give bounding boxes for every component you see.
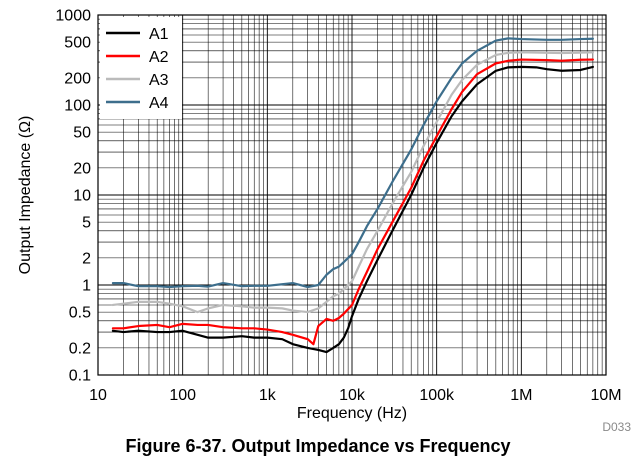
- x-tick-label: 100: [169, 387, 196, 404]
- legend: A1 A2 A3 A4: [100, 17, 182, 119]
- y-tick-label: 500: [64, 35, 91, 52]
- y-tick-label: 1: [82, 278, 91, 295]
- legend-label-a4: A4: [149, 95, 169, 112]
- y-tick-label: 20: [73, 160, 91, 177]
- legend-label-a3: A3: [149, 72, 169, 89]
- y-tick-label: 2: [82, 250, 91, 267]
- tick-labels: 10 100 1k 10k 100k 1M 10M 0.1 0.2 0.5 1 2 5 10 20 50 100…: [55, 8, 621, 405]
- figure-caption: Figure 6-37. Output Impedance vs Frequen…: [125, 436, 511, 456]
- legend-label-a1: A1: [149, 26, 169, 43]
- x-axis-label: Frequency (Hz): [297, 405, 407, 422]
- series-lines: [111, 37, 594, 354]
- y-tick-label: 0.5: [69, 305, 91, 322]
- y-tick-label: 200: [64, 70, 91, 87]
- x-tick-label: 1k: [259, 387, 277, 404]
- plot-frame: [97, 14, 607, 376]
- legend-label-a2: A2: [149, 49, 169, 66]
- y-tick-label: 0.2: [69, 340, 91, 357]
- x-tick-label: 1M: [510, 387, 532, 404]
- x-tick-label: 100k: [419, 387, 455, 404]
- series-line-a4: [111, 37, 594, 289]
- series-line-a2: [111, 58, 594, 346]
- x-tick-label: 10k: [339, 387, 366, 404]
- y-axis-label: Output Impedance (Ω): [17, 116, 34, 275]
- y-tick-label: 1000: [55, 8, 91, 25]
- series-line-a3: [111, 51, 594, 314]
- y-tick-label: 5: [82, 215, 91, 232]
- y-tick-label: 0.1: [69, 368, 91, 385]
- x-tick-label: 10: [89, 387, 107, 404]
- y-tick-label: 100: [64, 98, 91, 115]
- y-tick-label: 10: [73, 188, 91, 205]
- series-line-a1: [111, 65, 594, 354]
- figure-code: D033: [602, 420, 631, 434]
- x-tick-label: 10M: [590, 387, 621, 404]
- y-tick-label: 50: [73, 125, 91, 142]
